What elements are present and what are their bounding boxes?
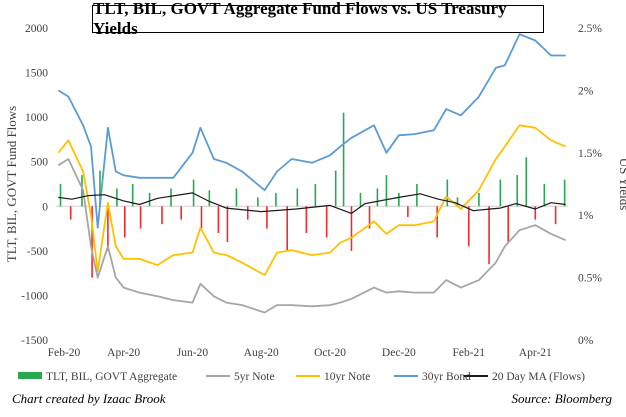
legend-label: 10yr Note	[324, 371, 370, 383]
legend-swatch	[18, 372, 42, 379]
x-tick-label: Feb-21	[452, 347, 485, 359]
left-tick-label: 1500	[25, 68, 48, 80]
flow-bar	[436, 206, 438, 238]
left-tick-label: 1000	[25, 112, 48, 124]
flow-bar	[200, 206, 203, 229]
flow-bar	[368, 206, 371, 229]
flow-bar	[376, 188, 379, 207]
flow-bar	[296, 188, 299, 207]
flow-bar	[543, 184, 546, 207]
flow-bar	[525, 157, 528, 207]
legend-label: TLT, BIL, GOVT Aggregate	[46, 371, 177, 383]
flow-bar	[91, 206, 93, 278]
flow-bar	[350, 206, 353, 251]
flow-bar	[325, 206, 328, 238]
flow-bar	[235, 188, 238, 207]
flow-bar	[563, 179, 566, 207]
x-tick-label: Aug-20	[244, 347, 279, 359]
flow-bar	[334, 170, 337, 207]
flow-bar	[516, 175, 519, 207]
x-tick-label: Dec-20	[382, 347, 416, 359]
flow-bar	[478, 192, 480, 207]
chart-credit: Chart created by Izaac Brook	[12, 391, 166, 406]
left-tick-label: 500	[31, 157, 49, 169]
flow-bar	[467, 206, 470, 247]
x-tick-label: Jun-20	[177, 347, 209, 359]
series-line-30yr-bond	[57, 33, 566, 229]
flow-bar	[257, 197, 259, 207]
flow-bar	[534, 206, 537, 220]
series-line-5yr-note	[57, 158, 567, 314]
flow-bar	[314, 184, 317, 207]
flow-bar	[170, 188, 172, 207]
flow-bar	[554, 206, 557, 225]
chart-source: Source: Bloomberg	[511, 391, 612, 406]
legend-label: 20 Day MA (Flows)	[492, 371, 585, 383]
flow-bar	[416, 184, 418, 207]
right-tick-label: 2.5%	[578, 23, 602, 35]
flow-bar	[139, 206, 142, 229]
y-axis-label-right: US Yields	[617, 158, 626, 211]
flow-bar	[275, 192, 277, 207]
flow-bar	[217, 206, 220, 234]
flow-bar	[59, 184, 62, 207]
legend-label: 30yr Bond	[422, 371, 471, 383]
flow-bar	[286, 206, 288, 251]
chart-title: TLT, BIL, GOVT Aggregate Fund Flows vs. …	[92, 0, 544, 38]
left-tick-label: 0	[42, 201, 48, 213]
flow-bar	[116, 188, 118, 207]
flow-bar	[398, 192, 400, 207]
flow-bar	[131, 184, 134, 207]
flow-bar	[507, 206, 510, 242]
flow-bar	[456, 197, 459, 207]
x-tick-label: Oct-20	[314, 347, 346, 359]
flow-bar	[69, 206, 72, 220]
flow-bar	[266, 206, 268, 229]
flow-bar	[359, 192, 362, 207]
flow-bar	[446, 179, 449, 207]
right-tick-label: 0%	[578, 335, 594, 347]
left-tick-label: -1000	[21, 290, 48, 302]
flow-bar	[407, 206, 409, 217]
right-tick-label: 1%	[578, 210, 594, 222]
legend-label: 5yr Note	[234, 371, 275, 383]
series-line-10yr-note	[57, 124, 567, 277]
left-tick-label: -500	[27, 246, 48, 258]
x-tick-label: Apr-21	[519, 347, 552, 359]
x-tick-label: Feb-20	[48, 347, 81, 359]
flow-bar	[385, 175, 388, 207]
flow-bar	[123, 206, 126, 238]
flow-bar	[226, 206, 229, 242]
x-tick-label: Apr-20	[107, 347, 140, 359]
left-tick-label: -1500	[21, 335, 48, 347]
y-axis-label-left: TLT, BIL, GOVT Fund Flows	[4, 106, 19, 263]
flow-bar	[342, 112, 345, 207]
flow-bar	[148, 192, 151, 207]
flow-bar	[99, 170, 101, 207]
flow-bar	[499, 179, 502, 207]
flow-bar	[81, 175, 83, 207]
right-tick-label: 2%	[578, 85, 594, 97]
right-tick-label: 0.5%	[578, 273, 602, 285]
series-line-20-day-ma-flows-	[58, 192, 566, 214]
flow-bar	[305, 206, 308, 234]
flow-bar	[161, 206, 163, 225]
flow-bar	[180, 206, 182, 220]
flow-bar	[488, 206, 490, 265]
right-tick-label: 1.5%	[578, 148, 602, 160]
flow-bar	[208, 190, 211, 207]
left-tick-label: 2000	[25, 23, 48, 35]
flow-bar	[107, 206, 109, 251]
flow-bar	[246, 206, 249, 220]
